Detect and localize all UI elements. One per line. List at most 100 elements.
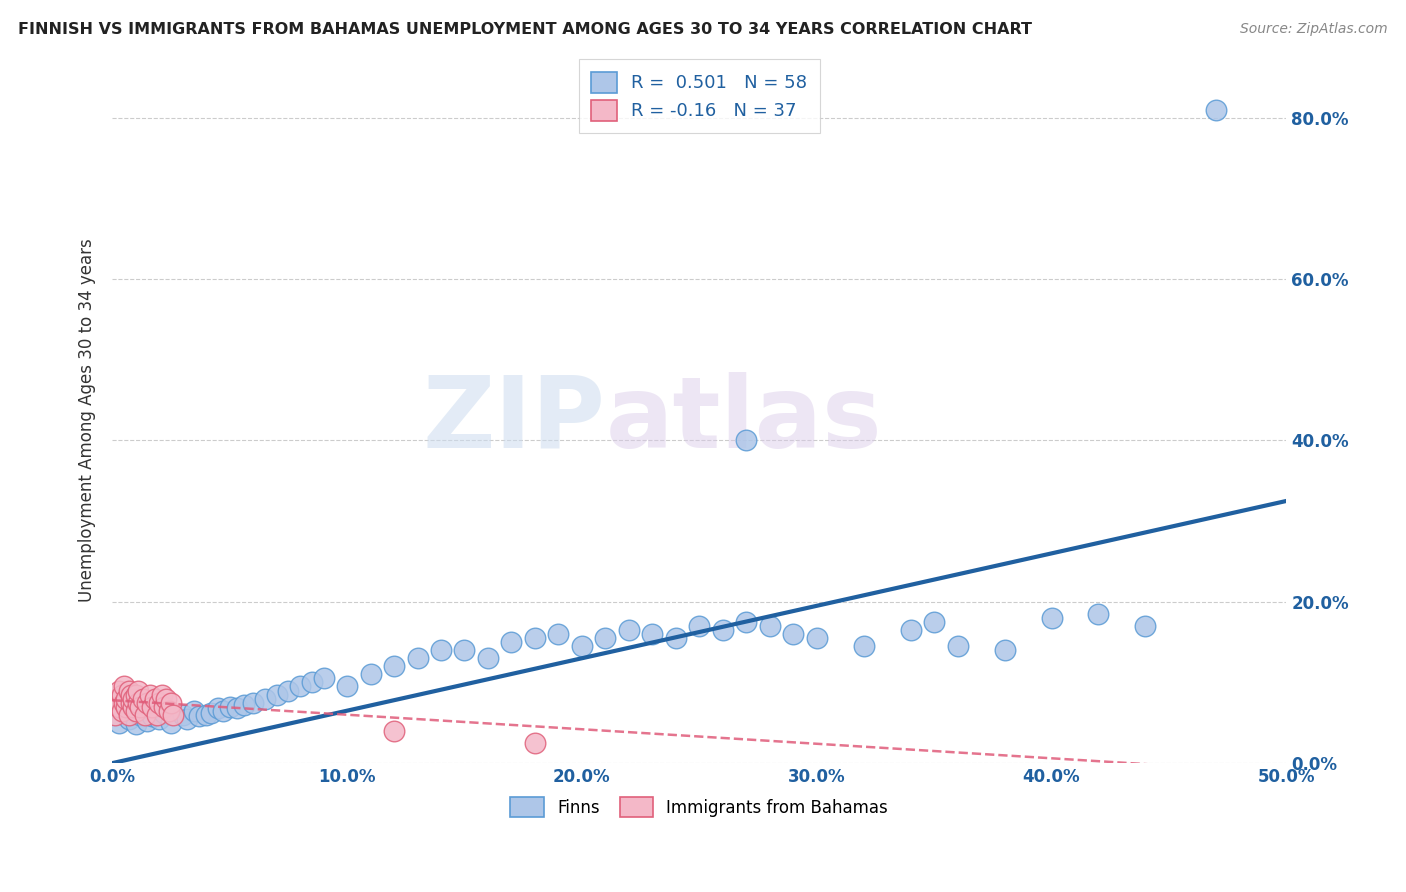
Point bbox=[155, 691, 177, 706]
Point bbox=[207, 701, 229, 715]
Point bbox=[253, 691, 276, 706]
Point bbox=[176, 712, 198, 726]
Point bbox=[922, 615, 945, 629]
Point bbox=[211, 704, 233, 718]
Point bbox=[301, 675, 323, 690]
Point bbox=[312, 672, 335, 686]
Point bbox=[129, 707, 152, 722]
Point bbox=[115, 691, 138, 706]
Point bbox=[523, 736, 546, 750]
Point bbox=[665, 631, 688, 645]
Point bbox=[127, 696, 149, 710]
Point bbox=[688, 619, 710, 633]
Point bbox=[112, 680, 135, 694]
Point bbox=[617, 623, 640, 637]
Point bbox=[160, 715, 183, 730]
Point bbox=[806, 631, 828, 645]
Point bbox=[200, 706, 222, 720]
Point bbox=[118, 707, 141, 722]
Point bbox=[153, 699, 176, 714]
Point bbox=[105, 691, 128, 706]
Point bbox=[547, 627, 569, 641]
Point bbox=[382, 723, 405, 738]
Point bbox=[288, 680, 311, 694]
Point bbox=[852, 639, 875, 653]
Point bbox=[141, 709, 163, 723]
Point bbox=[711, 623, 734, 637]
Point bbox=[162, 707, 184, 722]
Point bbox=[225, 701, 247, 715]
Point bbox=[523, 631, 546, 645]
Point bbox=[146, 707, 169, 722]
Point bbox=[277, 683, 299, 698]
Point bbox=[453, 643, 475, 657]
Point bbox=[122, 699, 145, 714]
Point bbox=[104, 707, 127, 722]
Point bbox=[115, 699, 138, 714]
Point bbox=[735, 615, 758, 629]
Point bbox=[406, 651, 429, 665]
Point bbox=[139, 688, 162, 702]
Point bbox=[118, 712, 141, 726]
Point bbox=[108, 699, 131, 714]
Point bbox=[122, 691, 145, 706]
Point bbox=[218, 699, 240, 714]
Point bbox=[782, 627, 804, 641]
Point bbox=[160, 696, 183, 710]
Point bbox=[125, 704, 148, 718]
Point bbox=[900, 623, 922, 637]
Point bbox=[153, 706, 176, 720]
Point bbox=[148, 696, 170, 710]
Point bbox=[125, 688, 148, 702]
Point bbox=[1087, 607, 1109, 621]
Point bbox=[232, 698, 254, 712]
Point bbox=[129, 699, 152, 714]
Point bbox=[125, 717, 148, 731]
Text: atlas: atlas bbox=[606, 372, 882, 469]
Point bbox=[136, 696, 159, 710]
Point bbox=[266, 688, 288, 702]
Point bbox=[188, 709, 211, 723]
Y-axis label: Unemployment Among Ages 30 to 34 years: Unemployment Among Ages 30 to 34 years bbox=[79, 238, 96, 602]
Text: FINNISH VS IMMIGRANTS FROM BAHAMAS UNEMPLOYMENT AMONG AGES 30 TO 34 YEARS CORREL: FINNISH VS IMMIGRANTS FROM BAHAMAS UNEMP… bbox=[18, 22, 1032, 37]
Point bbox=[735, 434, 758, 448]
Point bbox=[172, 707, 194, 722]
Point bbox=[1040, 611, 1063, 625]
Point bbox=[1135, 619, 1157, 633]
Point bbox=[108, 715, 131, 730]
Point bbox=[946, 639, 969, 653]
Point bbox=[111, 688, 134, 702]
Point bbox=[382, 659, 405, 673]
Text: Source: ZipAtlas.com: Source: ZipAtlas.com bbox=[1240, 22, 1388, 37]
Point bbox=[360, 667, 382, 681]
Point bbox=[111, 704, 134, 718]
Point bbox=[148, 712, 170, 726]
Point bbox=[120, 688, 142, 702]
Point bbox=[150, 688, 173, 702]
Point bbox=[758, 619, 780, 633]
Point bbox=[183, 704, 205, 718]
Point bbox=[242, 696, 264, 710]
Point bbox=[336, 680, 359, 694]
Point bbox=[157, 704, 180, 718]
Point bbox=[501, 635, 523, 649]
Point bbox=[571, 639, 593, 653]
Text: ZIP: ZIP bbox=[422, 372, 606, 469]
Point bbox=[127, 683, 149, 698]
Point bbox=[136, 714, 159, 728]
Point bbox=[120, 696, 142, 710]
Point bbox=[118, 683, 141, 698]
Point bbox=[132, 691, 155, 706]
Point bbox=[430, 643, 453, 657]
Point bbox=[1205, 103, 1227, 117]
Legend: Finns, Immigrants from Bahamas: Finns, Immigrants from Bahamas bbox=[503, 791, 894, 823]
Point bbox=[641, 627, 664, 641]
Point bbox=[134, 707, 156, 722]
Point bbox=[595, 631, 617, 645]
Point bbox=[141, 699, 163, 714]
Point bbox=[195, 707, 218, 722]
Point bbox=[108, 683, 131, 698]
Point bbox=[993, 643, 1015, 657]
Point bbox=[112, 696, 135, 710]
Point bbox=[143, 691, 166, 706]
